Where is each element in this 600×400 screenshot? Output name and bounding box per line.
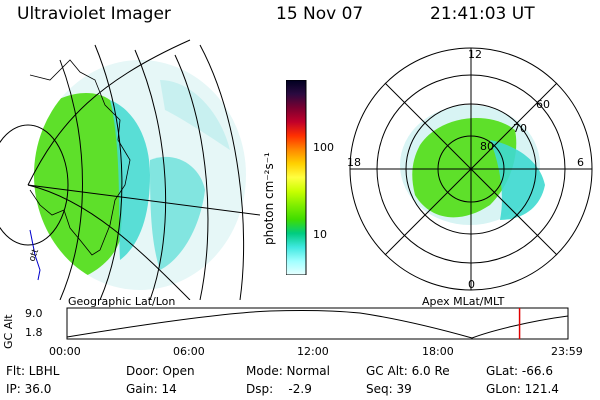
info-ip: IP: 36.0 [6,382,52,396]
altitude-plot [66,307,569,340]
altitude-curve [66,309,569,339]
colorbar-tick-100: 100 [313,141,334,154]
geo-panel-label: Geographic Lat/Lon [68,295,176,308]
mlat-label-80: 80 [480,140,494,153]
colorbar-rect [286,80,307,275]
altitude-ytick-high: 9.0 [25,307,43,320]
altitude-ytick-low: 1.8 [25,326,43,339]
coastline [29,59,131,256]
info-flt: Flt: LBHL [6,364,60,378]
polar-aurora-green [412,118,517,218]
aurora-pale-patch [160,80,230,150]
mlt-label-0: 0 [468,278,475,291]
info-dsp: Dsp: -2.9 [246,382,312,396]
info-gcalt: GC Alt: 6.0 Re [366,364,450,378]
colorbar-unit-label: photon cm⁻²s⁻¹ [262,152,276,245]
geo-side-text: ott [27,247,41,263]
info-glat: GLat: -66.6 [486,364,553,378]
aurora-green-region [34,92,122,283]
altitude-xtick-1: 06:00 [173,345,205,358]
altitude-frame [66,307,569,340]
geo-grid [0,39,260,300]
altitude-xtick-4: 23:59 [551,345,583,358]
polar-aurora-cyan [490,140,545,220]
info-door: Door: Open [126,364,195,378]
info-gain: Gain: 14 [126,382,177,396]
polar-panel-label: Apex MLat/MLT [422,295,505,308]
imager-title: Ultraviolet Imager [17,4,171,24]
polar-grid [349,47,593,291]
mlat-label-60: 60 [536,98,550,111]
altitude-xtick-2: 12:00 [297,345,329,358]
colorbar-tick-10: 10 [313,228,327,241]
mlat-label-70: 70 [513,122,527,135]
date-label: 15 Nov 07 [276,4,364,24]
mlt-label-18: 18 [347,156,361,169]
altitude-xtick-3: 18:00 [422,345,454,358]
altitude-ylabel: GC Alt [2,314,15,349]
time-label: 21:41:03 UT [430,4,535,24]
mlt-label-6: 6 [577,156,584,169]
coast-blue-line [29,229,41,281]
altitude-xtick-0: 00:00 [49,345,81,358]
colorbar [286,80,307,275]
polar-image [349,47,593,291]
geographic-image: ott [0,39,260,300]
info-seq: Seq: 39 [366,382,412,396]
info-mode: Mode: Normal [246,364,330,378]
info-glon: GLon: 121.4 [486,382,559,396]
mlt-label-12: 12 [468,48,482,61]
